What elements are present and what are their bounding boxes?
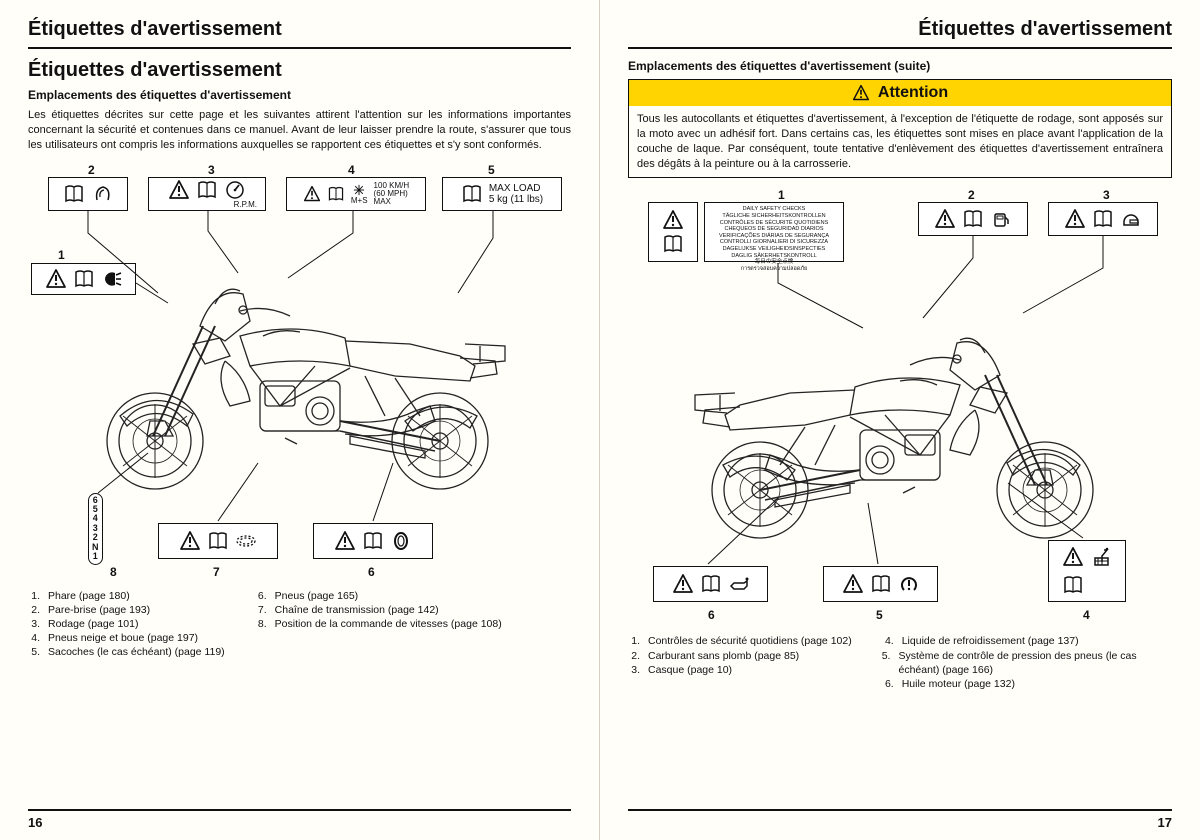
legend-r-col-b: 4.Liquide de refroidissement (page 137) …	[882, 634, 1142, 691]
label-box-3: R.P.M.	[148, 177, 266, 211]
legend-col-b: 6.Pneus (page 165) 7.Chaîne de transmiss…	[255, 589, 502, 660]
page-number-left: 16	[28, 809, 571, 830]
section-title: Étiquettes d'avertissement	[28, 59, 571, 82]
label-box-2	[48, 177, 128, 211]
callout-4: 4	[348, 163, 355, 177]
callout-8: 8	[110, 565, 117, 579]
callout-r6: 6	[708, 608, 715, 622]
callout-r3: 3	[1103, 188, 1110, 202]
label-box-4: M+S 100 KM/H (60 MPH) MAX	[286, 177, 426, 211]
label-box-r6	[653, 566, 768, 602]
legend-left: 1.Phare (page 180) 2.Pare-brise (page 19…	[28, 589, 571, 660]
running-head-left: Étiquettes d'avertissement	[28, 18, 571, 47]
label-box-r1b: DAILY SAFETY CHECKS TÄGLICHE SICHERHEITS…	[704, 202, 844, 262]
motorcycle-illustration-mirror	[665, 315, 1135, 545]
label-box-r4	[1048, 540, 1126, 602]
attention-header: Attention	[629, 80, 1171, 106]
callout-2: 2	[88, 163, 95, 177]
legend-col-a: 1.Phare (page 180) 2.Pare-brise (page 19…	[28, 589, 225, 660]
label-box-6	[313, 523, 433, 559]
sub-title-right: Emplacements des étiquettes d'avertissem…	[628, 59, 1172, 73]
page-right: Étiquettes d'avertissement Emplacements …	[600, 0, 1200, 840]
callout-r5: 5	[876, 608, 883, 622]
callout-1: 1	[58, 248, 65, 262]
label-box-r5	[823, 566, 938, 602]
motorcycle-illustration	[65, 266, 535, 496]
label-box-5: MAX LOAD 5 kg (11 lbs)	[442, 177, 562, 211]
attention-box: Attention Tous les autocollants et étiqu…	[628, 79, 1172, 178]
callout-3: 3	[208, 163, 215, 177]
figure-left: 2 3 R.P.M. 4 M+S 100 KM/H (60 MPH)	[28, 163, 571, 583]
legend-r-col-a: 1.Contrôles de sécurité quotidiens (page…	[628, 634, 852, 691]
callout-r1: 1	[778, 188, 785, 202]
label-box-1	[31, 263, 136, 295]
page-number-right: 17	[628, 809, 1172, 830]
sub-title: Emplacements des étiquettes d'avertissem…	[28, 88, 571, 102]
label-box-r2	[918, 202, 1028, 236]
label-box-r3	[1048, 202, 1158, 236]
head-rule-right	[628, 47, 1172, 49]
page-left: Étiquettes d'avertissement Étiquettes d'…	[0, 0, 600, 840]
running-head-right: Étiquettes d'avertissement	[628, 18, 1172, 47]
gear-indicator-box: 6 5 4 3 2 N 1	[88, 493, 103, 565]
label-box-r1a	[648, 202, 698, 262]
callout-7: 7	[213, 565, 220, 579]
attention-title: Attention	[878, 84, 948, 102]
callout-r4: 4	[1083, 608, 1090, 622]
figure-right: 1 DAILY SAFETY CHECKS TÄGLICHE SICHERHEI…	[628, 188, 1172, 628]
warning-icon	[852, 84, 870, 102]
legend-right: 1.Contrôles de sécurité quotidiens (page…	[628, 634, 1172, 691]
label-box-7	[158, 523, 278, 559]
attention-body: Tous les autocollants et étiquettes d'av…	[629, 106, 1171, 177]
callout-5: 5	[488, 163, 495, 177]
intro-text: Les étiquettes décrites sur cette page e…	[28, 108, 571, 153]
head-rule	[28, 47, 571, 49]
callout-6: 6	[368, 565, 375, 579]
callout-r2: 2	[968, 188, 975, 202]
